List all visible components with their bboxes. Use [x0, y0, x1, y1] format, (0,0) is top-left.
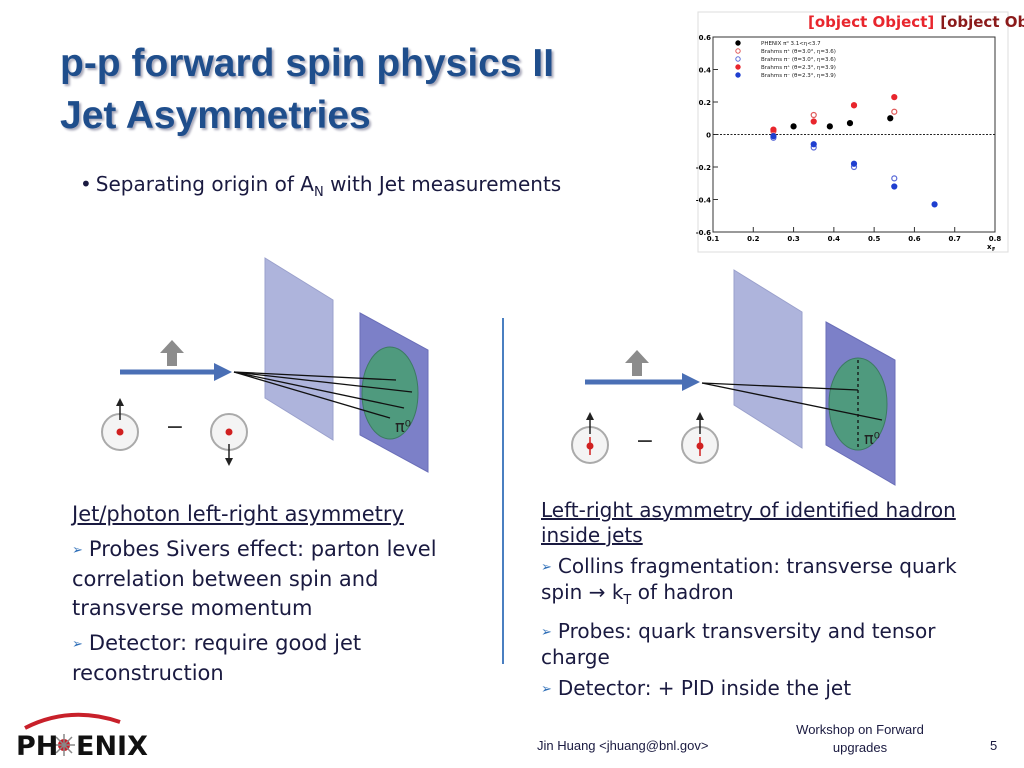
bullet: Detector: + PID inside the jet	[541, 676, 961, 702]
legend-label: Brahms π⁻ (θ=3.0°, η=3.6)	[761, 57, 836, 63]
y-tick-label: -0.2	[696, 164, 711, 172]
diagram-right: − π⁰	[571, 269, 896, 486]
heading: Jet/photon left-right asymmetry	[72, 502, 404, 526]
inset-header: [object Object]	[940, 13, 1024, 31]
data-point	[810, 111, 817, 119]
minus-sign: −	[166, 415, 184, 440]
x-tick-label: 0.2	[747, 235, 760, 243]
x-tick-label: 0.1	[707, 235, 720, 243]
legend-label: Brahms π⁺ (θ=3.0°, η=3.6)	[761, 48, 836, 55]
page-number: 5	[990, 738, 998, 753]
text: Collins fragmentation: transverse quark …	[541, 554, 957, 604]
heading: Left-right asymmetry of identified hadro…	[541, 498, 956, 547]
text: Probes: quark transversity and tensor ch…	[541, 619, 936, 669]
y-tick-label: 0	[706, 132, 711, 140]
x-tick-label: 0.8	[989, 235, 1002, 243]
pion-label: π⁰	[395, 417, 411, 436]
data-point	[891, 108, 898, 115]
bullet: Probes: quark transversity and tensor ch…	[541, 619, 961, 670]
legend-marker	[735, 48, 741, 54]
subscript: T	[623, 593, 632, 608]
legend-label: Brahms π⁺ (θ=2.3°, η=3.9)	[761, 64, 836, 71]
data-point	[810, 141, 817, 148]
text: Separating origin of A	[95, 172, 314, 196]
intro-bullet: Separating origin of AN with Jet measure…	[80, 172, 561, 200]
y-tick-label: -0.6	[696, 229, 711, 237]
data-point	[891, 175, 898, 182]
y-tick-label: -0.4	[696, 197, 711, 205]
right-column: Left-right asymmetry of identified hadro…	[541, 498, 961, 702]
legend-label: PHENIX π⁰ 3.1<η<3.7	[761, 40, 821, 47]
diagram-left: − π⁰	[101, 257, 429, 473]
bullet: Collins fragmentation: transverse quark …	[541, 554, 961, 613]
data-point	[770, 133, 777, 140]
logo-star	[53, 734, 75, 756]
pion-label: π⁰	[864, 429, 880, 448]
x-tick-label: 0.6	[908, 235, 921, 243]
x-tick-label: 0.5	[868, 235, 881, 243]
x-tick-label: 0.4	[828, 235, 841, 243]
title-line: p-p forward spin physics II	[60, 42, 555, 85]
title-line: Jet Asymmetries	[60, 94, 371, 137]
legend-marker	[735, 56, 741, 62]
data-point	[931, 201, 938, 208]
bullet: Probes Sivers effect: parton level corre…	[72, 535, 492, 623]
inset-chart: [object Object][object Object][object Ob…	[696, 13, 1024, 253]
logo-swoosh	[24, 712, 121, 730]
y-tick-label: 0.4	[699, 67, 712, 75]
bullet: Detector: require good jet reconstructio…	[72, 629, 492, 688]
data-point	[850, 102, 858, 109]
minus-sign: −	[636, 429, 654, 454]
title: p-p forward spin physics II Jet Asymmetr…	[60, 38, 554, 142]
data-point	[850, 160, 858, 167]
inset-frame	[697, 11, 1009, 253]
data-point	[770, 126, 777, 133]
data-point	[887, 115, 894, 122]
legend-marker	[735, 72, 741, 78]
x-tick-label: 0.3	[787, 235, 800, 243]
data-point	[826, 123, 833, 130]
data-point	[891, 94, 898, 101]
data-point	[891, 183, 898, 190]
x-tick-label: 0.7	[949, 235, 962, 243]
logo-text: ENIX	[76, 731, 148, 762]
text: with Jet measurements	[323, 172, 562, 196]
data-point	[846, 120, 854, 127]
left-column: Jet/photon left-right asymmetry Probes S…	[72, 500, 492, 688]
inset-header: [object Object]	[808, 13, 934, 31]
text: of hadron	[631, 580, 734, 604]
y-tick-label: 0.6	[699, 34, 712, 42]
legend-marker	[735, 40, 741, 46]
logo-text: PH	[16, 731, 58, 762]
data-point	[810, 118, 817, 125]
event: Workshop on Forward upgrades	[796, 722, 924, 755]
data-point	[790, 123, 797, 130]
legend-label: Brahms π⁻ (θ=2.3°, η=3.9)	[761, 73, 836, 79]
legend-marker	[735, 64, 741, 70]
text: Detector: + PID inside the jet	[557, 676, 852, 700]
author: Jin Huang <jhuang@bnl.gov>	[537, 738, 709, 753]
x-axis-label: x	[987, 243, 992, 251]
x-axis-label-sub: F	[992, 247, 995, 253]
y-tick-label: 0.2	[699, 99, 712, 107]
subscript: N	[313, 185, 324, 200]
